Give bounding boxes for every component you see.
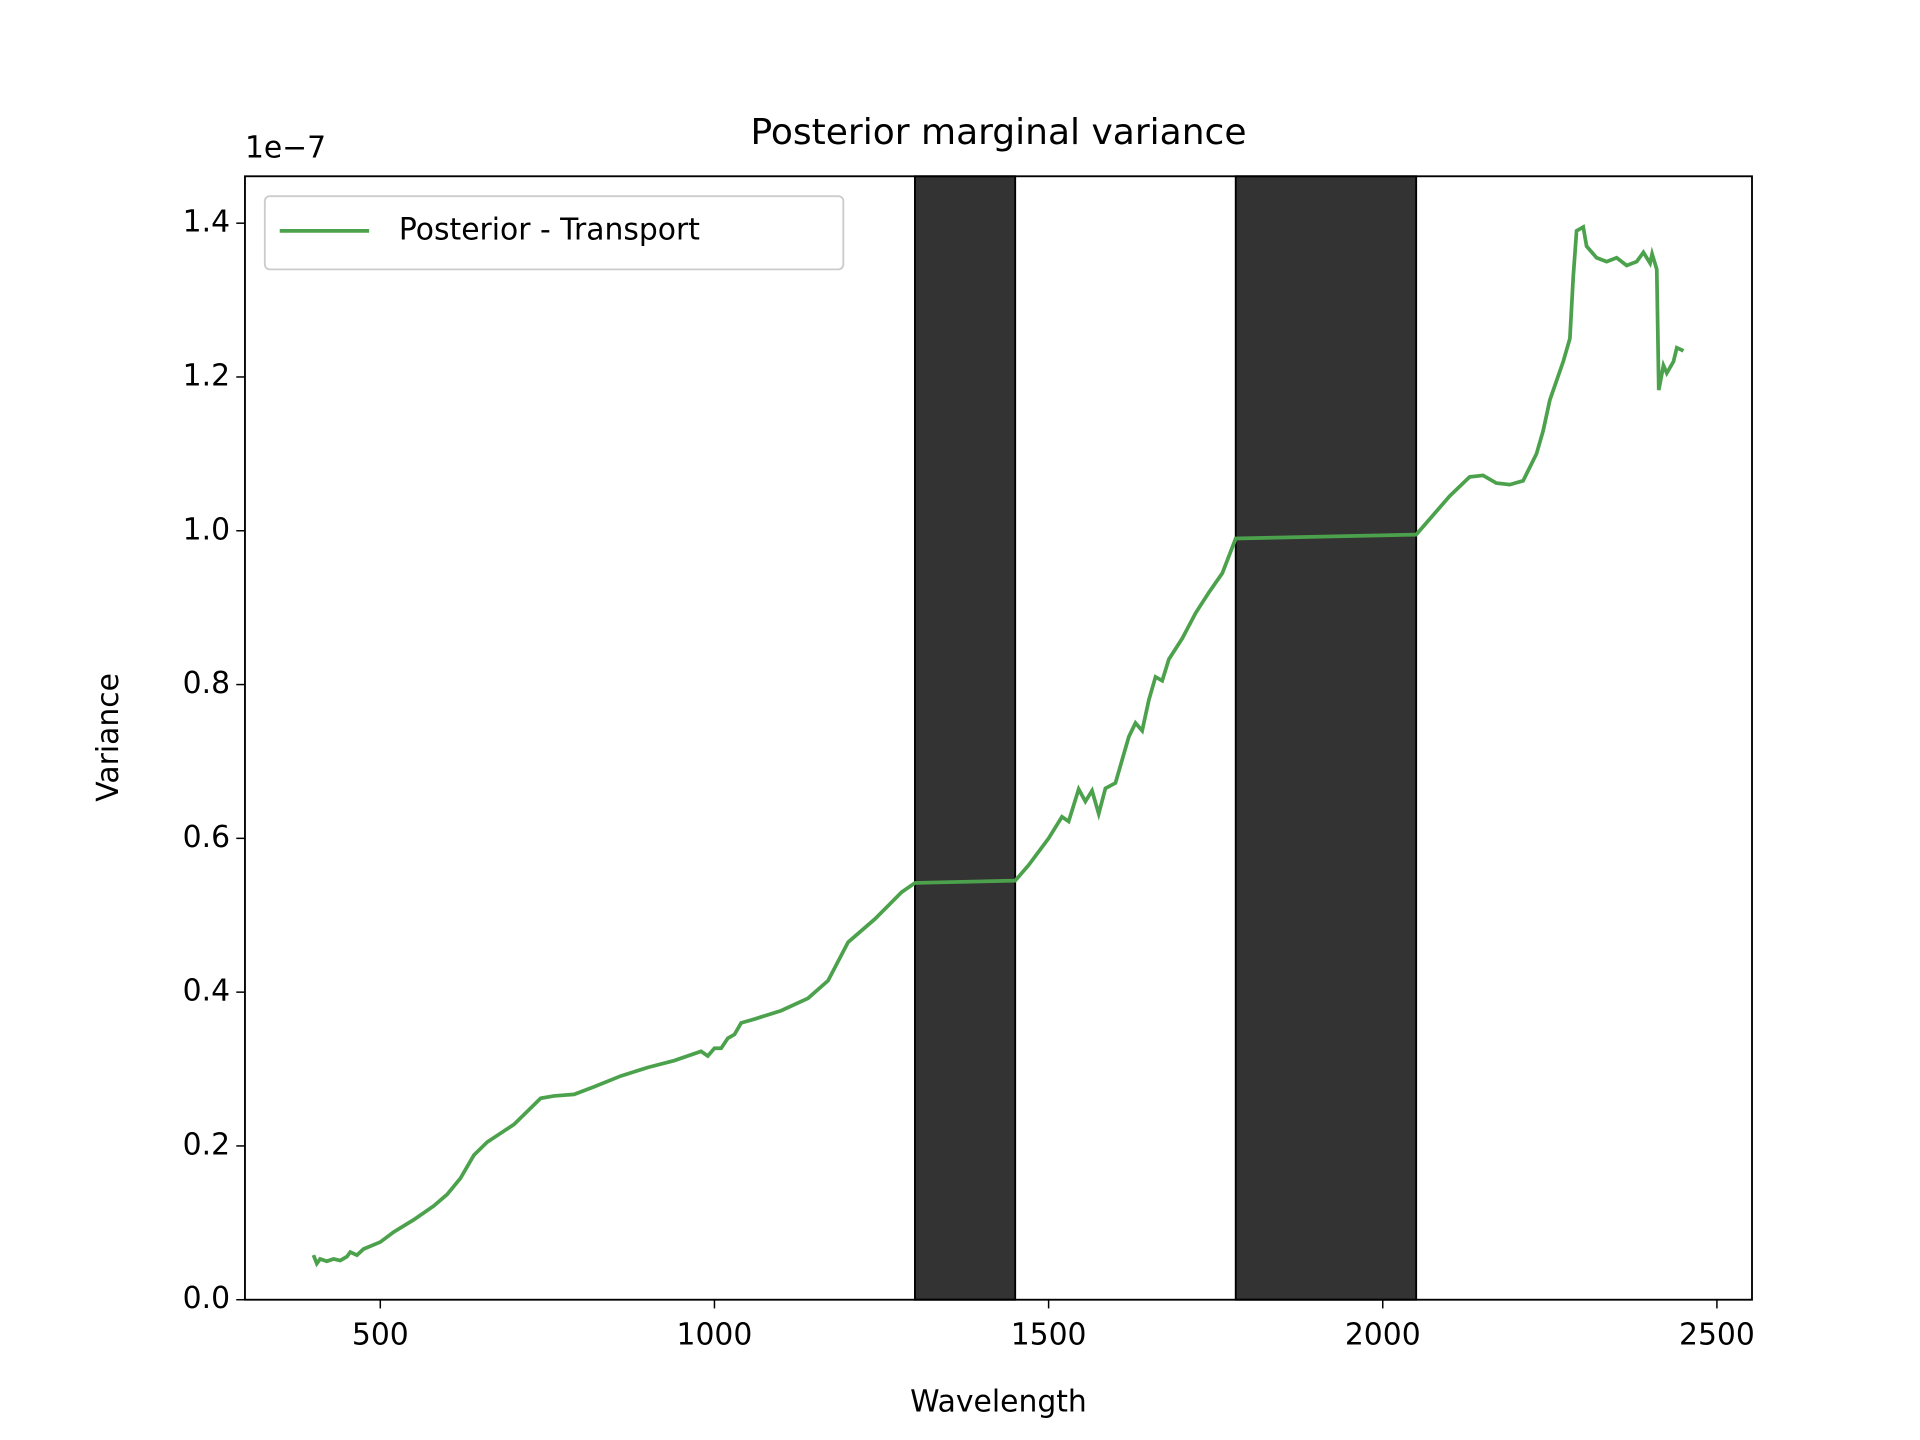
y-tick-label: 0.2 xyxy=(183,1127,230,1162)
x-tick-label: 2000 xyxy=(1345,1317,1421,1352)
y-tick-label: 1.4 xyxy=(183,205,230,240)
y-tick-label: 1.2 xyxy=(183,358,230,393)
y-offset-label: 1e−7 xyxy=(245,130,326,165)
shaded-region xyxy=(914,175,1017,1301)
x-tick-label: 1000 xyxy=(677,1317,753,1352)
legend-box xyxy=(263,195,845,271)
y-tick-label: 1.0 xyxy=(183,512,230,547)
y-axis-label: Variance xyxy=(91,673,126,802)
y-tick-label: 0.8 xyxy=(183,666,230,701)
x-tick-label: 2500 xyxy=(1679,1317,1755,1352)
data-line xyxy=(311,224,1685,1268)
x-axis-label: Wavelength xyxy=(910,1384,1087,1419)
y-tick-label: 0.4 xyxy=(183,974,230,1009)
x-tick-label: 500 xyxy=(352,1317,409,1352)
y-tick-label: 0.0 xyxy=(183,1281,230,1316)
plot-frame xyxy=(244,175,1753,1301)
legend-label: Posterior - Transport xyxy=(399,212,700,247)
chart-title: Posterior marginal variance xyxy=(750,112,1246,153)
y-tick-label: 0.6 xyxy=(183,820,230,855)
shaded-region xyxy=(1234,175,1418,1301)
x-tick-label: 1500 xyxy=(1011,1317,1087,1352)
